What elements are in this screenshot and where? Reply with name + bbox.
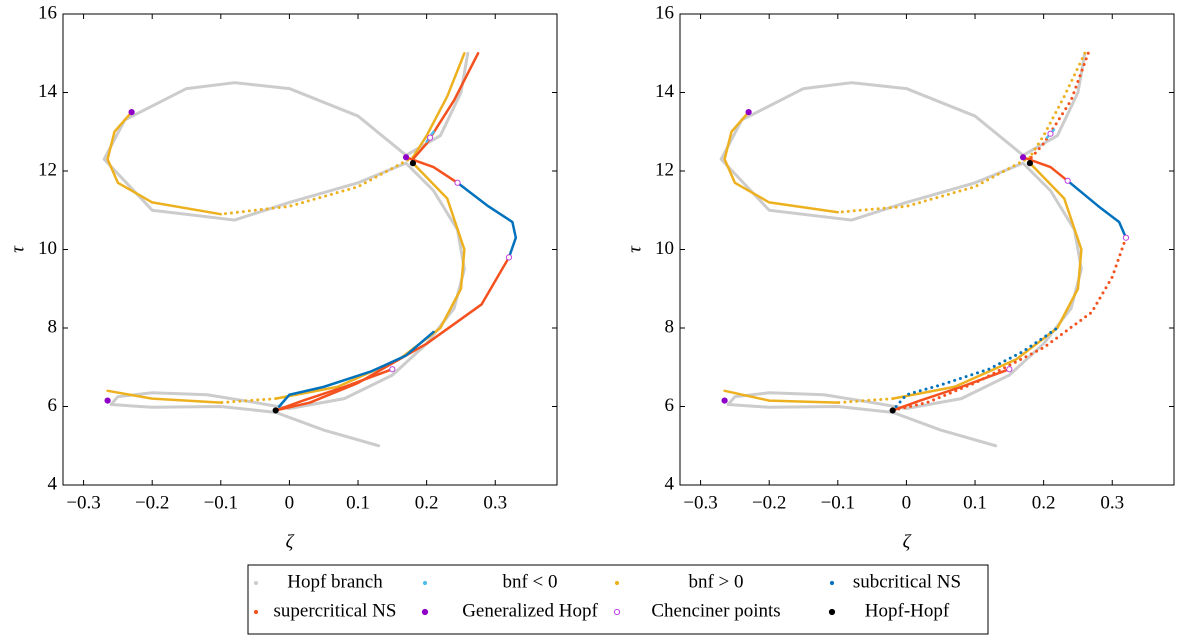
x-tick-label: 0.2 <box>1032 492 1056 513</box>
curve <box>456 181 518 259</box>
curve <box>719 51 1087 448</box>
x-axis-label: ζ <box>903 531 912 552</box>
point <box>454 179 461 186</box>
legend-label: Generalized Hopf <box>462 600 598 621</box>
legend-label: supercritical NS <box>274 600 397 621</box>
y-axis-label: τ <box>624 245 645 253</box>
y-tick-label: 6 <box>48 395 58 416</box>
point <box>409 160 417 167</box>
curve <box>411 52 466 159</box>
point <box>128 109 135 116</box>
curve <box>1021 156 1069 183</box>
legend-marker <box>422 580 428 586</box>
x-tick-label: 0 <box>902 492 912 513</box>
x-tick-label: −0.3 <box>683 492 717 513</box>
y-tick-label: 6 <box>665 395 675 416</box>
x-tick-label: −0.1 <box>821 492 855 513</box>
curve <box>219 155 415 216</box>
y-tick-label: 14 <box>38 81 58 102</box>
x-tick-label: 0 <box>285 492 295 513</box>
point <box>426 134 434 141</box>
x-tick-label: 0.2 <box>415 492 439 513</box>
curve <box>274 161 466 400</box>
curve <box>274 256 511 412</box>
legend-marker <box>253 580 259 586</box>
point <box>1006 366 1013 373</box>
curve <box>891 161 1083 400</box>
y-tick-label: 10 <box>38 238 57 259</box>
plot-frame <box>679 13 1175 486</box>
legend-marker <box>613 608 621 616</box>
y-tick-label: 12 <box>38 159 57 180</box>
curve <box>723 389 840 404</box>
point <box>721 397 728 404</box>
y-tick-label: 16 <box>38 2 57 23</box>
y-tick-label: 16 <box>655 2 674 23</box>
x-tick-label: 0.1 <box>963 492 987 513</box>
point <box>272 407 279 414</box>
legend-label: Chenciner points <box>651 600 780 621</box>
curve <box>274 367 394 412</box>
legend-marker <box>421 608 429 616</box>
legend-marker <box>828 608 836 616</box>
legend-label: Hopf-Hopf <box>865 600 950 621</box>
curve <box>1028 51 1087 159</box>
y-tick-label: 8 <box>48 316 58 337</box>
point <box>402 154 410 161</box>
legend-marker <box>253 609 259 615</box>
legend-box <box>247 564 989 635</box>
curve <box>891 367 1011 412</box>
y-tick-label: 4 <box>48 473 58 494</box>
x-tick-label: −0.1 <box>204 492 238 513</box>
curve <box>411 52 480 161</box>
curve <box>404 156 459 185</box>
y-tick-label: 10 <box>655 238 674 259</box>
point <box>1064 177 1071 184</box>
curve <box>891 236 1128 412</box>
x-tick-label: 0.3 <box>1100 492 1124 513</box>
x-tick-label: 0.1 <box>346 492 370 513</box>
curve <box>1066 179 1128 239</box>
curve <box>1028 51 1090 161</box>
legend-marker <box>614 580 620 586</box>
point <box>889 407 896 414</box>
y-tick-label: 4 <box>665 473 675 494</box>
x-axis-label: ζ <box>286 531 295 552</box>
curve <box>106 110 223 216</box>
point <box>1047 130 1054 137</box>
y-tick-label: 14 <box>655 81 675 102</box>
point <box>104 397 111 404</box>
point <box>1122 234 1130 241</box>
legend-label: bnf > 0 <box>688 571 743 592</box>
curve <box>723 110 840 214</box>
y-axis-label: τ <box>7 245 28 253</box>
legend-label: Hopf branch <box>287 571 383 592</box>
curve <box>102 51 470 448</box>
curve <box>894 326 1059 408</box>
x-tick-label: −0.2 <box>135 492 169 513</box>
legend-label: bnf < 0 <box>502 571 557 592</box>
point <box>1026 160 1034 167</box>
curve <box>836 155 1032 214</box>
point <box>389 366 396 373</box>
legend-label: subcritical NS <box>853 571 961 592</box>
legend-marker <box>829 580 835 586</box>
curve <box>106 389 223 404</box>
y-tick-label: 12 <box>655 159 674 180</box>
point <box>1019 154 1027 161</box>
y-tick-label: 8 <box>665 316 675 337</box>
x-tick-label: −0.3 <box>66 492 100 513</box>
point <box>745 109 752 116</box>
plot-frame <box>62 13 558 486</box>
x-tick-label: 0.3 <box>483 492 507 513</box>
x-tick-label: −0.2 <box>752 492 786 513</box>
curve <box>277 330 435 408</box>
point <box>505 254 513 261</box>
